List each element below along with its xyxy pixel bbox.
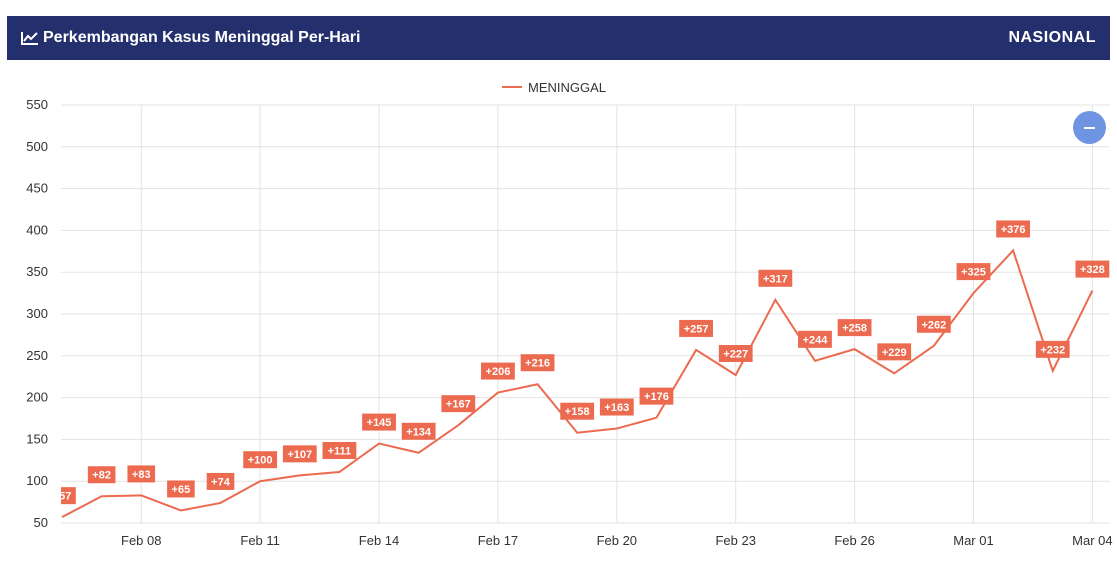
data-label-box <box>401 422 436 440</box>
data-label: +317 <box>763 273 788 285</box>
data-label-box <box>127 465 156 483</box>
x-tick-label: Feb 23 <box>715 533 755 548</box>
data-label: +158 <box>565 406 590 418</box>
data-label: +262 <box>921 319 946 331</box>
data-label: +82 <box>92 470 111 482</box>
data-label: +83 <box>132 469 151 481</box>
line-chart-icon <box>21 32 38 45</box>
chart-title: Perkembangan Kasus Meninggal Per-Hari <box>43 29 361 46</box>
y-tick-label: 250 <box>26 348 48 363</box>
data-label-box <box>167 480 195 498</box>
series-line-meninggal <box>61 248 1094 519</box>
data-label-box <box>916 315 951 333</box>
data-label-box <box>481 362 515 380</box>
data-label-box <box>520 354 555 372</box>
data-label: +111 <box>328 446 352 458</box>
y-tick-label: 350 <box>26 264 48 279</box>
x-tick-label: Mar 01 <box>953 533 993 548</box>
header-title-group: Perkembangan Kasus Meninggal Per-Hari <box>21 29 360 47</box>
data-label-box <box>1035 340 1070 358</box>
y-tick-label: 100 <box>26 473 48 488</box>
data-label-box <box>758 269 793 287</box>
data-label: +167 <box>446 399 471 411</box>
legend-label: MENINGGAL <box>528 80 606 95</box>
x-tick-label: Feb 14 <box>359 533 399 548</box>
data-label: +232 <box>1040 344 1065 356</box>
y-tick-label: 550 <box>26 97 48 112</box>
data-label: +206 <box>486 366 511 378</box>
data-label-box <box>441 395 476 413</box>
data-label-box <box>679 319 713 337</box>
y-tick-label: 50 <box>34 515 48 530</box>
y-tick-label: 400 <box>26 222 48 237</box>
data-label: +229 <box>882 347 907 359</box>
data-label: +145 <box>367 417 392 429</box>
x-tick-label: Mar 04 <box>1072 533 1112 548</box>
x-tick-label: Feb 08 <box>121 533 161 548</box>
x-tick-label: Feb 17 <box>478 533 518 548</box>
x-tick-label: Feb 11 <box>240 533 280 548</box>
data-label: +244 <box>803 334 829 346</box>
x-tick-label: Feb 26 <box>834 533 874 548</box>
data-label: +257 <box>684 323 709 335</box>
data-label: +216 <box>525 358 550 370</box>
data-label-box <box>362 413 396 431</box>
data-label: +163 <box>604 402 629 414</box>
y-tick-label: 300 <box>26 306 48 321</box>
data-label-box <box>322 442 357 460</box>
minus-icon <box>1084 126 1095 129</box>
data-label-box <box>560 402 595 420</box>
data-label: +227 <box>723 349 748 361</box>
data-label: +57 <box>53 491 72 503</box>
data-label: +100 <box>248 455 273 467</box>
data-label-box <box>243 451 278 469</box>
data-label: +107 <box>287 449 312 461</box>
data-label-box <box>639 387 674 405</box>
y-tick-label: 500 <box>26 139 48 154</box>
data-label-box <box>837 319 872 337</box>
data-label-box <box>87 466 116 484</box>
scope-label: NASIONAL <box>1008 29 1096 46</box>
data-label: +176 <box>644 391 669 403</box>
data-label-box <box>282 445 317 463</box>
y-tick-label: 200 <box>26 390 48 405</box>
data-label: +325 <box>961 267 986 279</box>
data-label-box <box>599 398 634 416</box>
data-label: +258 <box>842 323 867 335</box>
data-label: +328 <box>1080 264 1105 276</box>
data-point-marker <box>56 509 68 526</box>
data-label-box <box>718 345 753 363</box>
data-label-box <box>798 330 832 348</box>
y-tick-label: 150 <box>26 431 48 446</box>
chart-header: Perkembangan Kasus Meninggal Per-Hari NA… <box>7 16 1110 60</box>
data-label-box <box>61 487 76 505</box>
data-label: +74 <box>211 476 231 488</box>
data-label-box <box>956 263 991 281</box>
zoom-out-button[interactable] <box>1073 111 1106 144</box>
data-label: +65 <box>172 484 191 496</box>
data-label: +376 <box>1001 224 1026 236</box>
y-tick-label: 450 <box>26 181 48 196</box>
data-label-box <box>996 220 1031 238</box>
x-tick-label: Feb 20 <box>597 533 637 548</box>
data-label-box <box>877 343 912 361</box>
data-label: +134 <box>406 426 432 438</box>
chart-area: 50 100 150 200 250 300 350 400 450 500 550 Feb 08 Fe… <box>26 80 1112 548</box>
data-label-box <box>1075 260 1110 278</box>
data-label-box <box>206 472 235 490</box>
